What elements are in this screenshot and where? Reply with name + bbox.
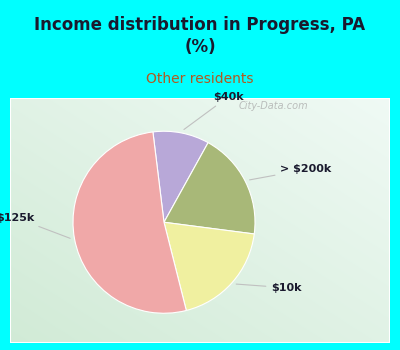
Text: $10k: $10k <box>236 283 302 293</box>
Text: > $200k: > $200k <box>250 164 332 180</box>
Wedge shape <box>164 143 255 234</box>
Wedge shape <box>153 131 208 222</box>
Text: Other residents: Other residents <box>146 72 254 86</box>
Text: $40k: $40k <box>184 92 244 130</box>
Text: City-Data.com: City-Data.com <box>239 101 308 111</box>
Wedge shape <box>73 132 186 313</box>
Text: $125k: $125k <box>0 213 70 238</box>
Wedge shape <box>164 222 254 310</box>
Text: Income distribution in Progress, PA
(%): Income distribution in Progress, PA (%) <box>34 16 366 56</box>
